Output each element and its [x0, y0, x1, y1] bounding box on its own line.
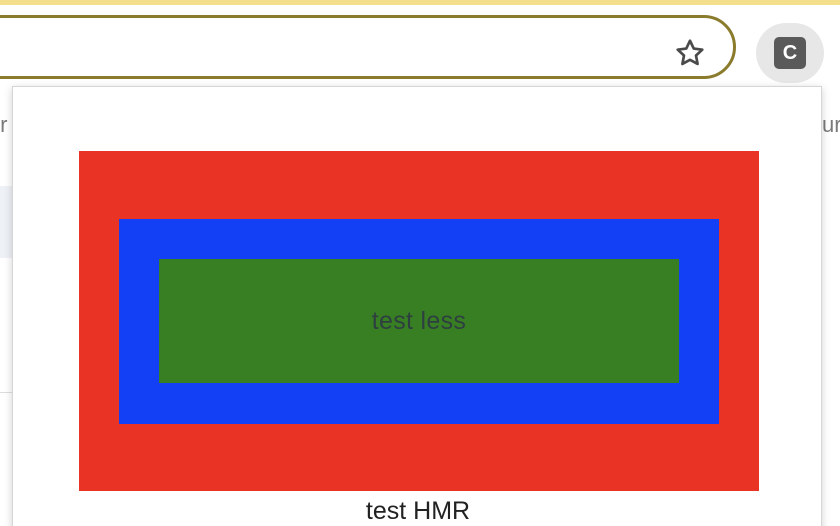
- test-less-label: test less: [371, 306, 467, 335]
- extension-popup: test less test HMR: [12, 86, 822, 526]
- extension-button[interactable]: C: [756, 23, 824, 83]
- background-highlight-row: [0, 186, 12, 258]
- extension-letter: C: [782, 41, 798, 64]
- address-bar[interactable]: [0, 15, 736, 79]
- star-outline-icon: [676, 39, 704, 66]
- browser-toolbar: C: [0, 5, 840, 89]
- bookmark-star-icon[interactable]: [670, 35, 710, 71]
- background-text-fragment-right: ur: [822, 112, 840, 137]
- inner-green-box: test less: [159, 259, 679, 383]
- middle-blue-box: test less: [119, 219, 719, 424]
- c-square-icon: C: [774, 37, 806, 69]
- background-text-fragment-left: tr: [0, 112, 8, 137]
- window-top-strip: [0, 0, 840, 5]
- outer-red-box: test less: [79, 151, 759, 491]
- test-hmr-label: test HMR: [365, 497, 471, 525]
- background-divider: [0, 392, 14, 393]
